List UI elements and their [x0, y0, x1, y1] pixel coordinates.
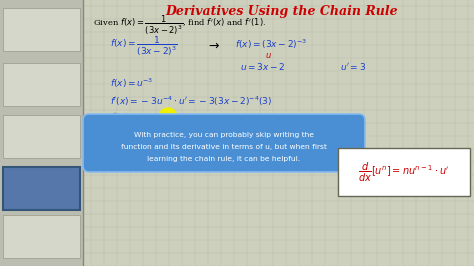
Text: With practice, you can probably skip writing the: With practice, you can probably skip wri… [134, 132, 314, 138]
Text: $\dfrac{d}{dx}[u^n] = nu^{n-1} \cdot u'$: $\dfrac{d}{dx}[u^n] = nu^{n-1} \cdot u'$ [358, 160, 450, 184]
FancyBboxPatch shape [83, 114, 365, 172]
Text: $f'(x) =$: $f'(x) =$ [110, 111, 138, 123]
Text: learning the chain rule, it can be helpful.: learning the chain rule, it can be helpf… [147, 156, 301, 162]
Text: $u$: $u$ [264, 51, 272, 60]
FancyBboxPatch shape [0, 0, 83, 266]
FancyBboxPatch shape [3, 63, 80, 106]
Text: $u = 3x - 2$: $u = 3x - 2$ [240, 60, 286, 72]
Text: $u' = 3$: $u' = 3$ [340, 60, 366, 72]
FancyBboxPatch shape [3, 8, 80, 51]
FancyBboxPatch shape [338, 148, 470, 196]
Text: $f(x) = (3x-2)^{-3}$: $f(x) = (3x-2)^{-3}$ [235, 37, 307, 51]
Text: Derivatives Using the Chain Rule: Derivatives Using the Chain Rule [166, 6, 398, 19]
Text: function and its derivative in terms of u, but when first: function and its derivative in terms of … [121, 144, 327, 150]
FancyBboxPatch shape [3, 115, 80, 158]
Text: $f(x) = u^{-3}$: $f(x) = u^{-3}$ [110, 76, 154, 90]
FancyBboxPatch shape [3, 215, 80, 258]
Text: Given $f(x) = \dfrac{1}{(3x-2)^3}$, find $f'(x)$ and $f'(1).$: Given $f(x) = \dfrac{1}{(3x-2)^3}$, find… [93, 14, 266, 36]
Text: $f'(x) = -3u^{-4} \cdot u' = -3(3x-2)^{-4}(3)$: $f'(x) = -3u^{-4} \cdot u' = -3(3x-2)^{-… [110, 94, 273, 108]
Text: $\rightarrow$: $\rightarrow$ [206, 39, 220, 52]
Text: $f(x) = \dfrac{1}{(3x-2)^3}$: $f(x) = \dfrac{1}{(3x-2)^3}$ [110, 34, 178, 58]
Circle shape [159, 108, 177, 126]
FancyBboxPatch shape [3, 167, 80, 210]
